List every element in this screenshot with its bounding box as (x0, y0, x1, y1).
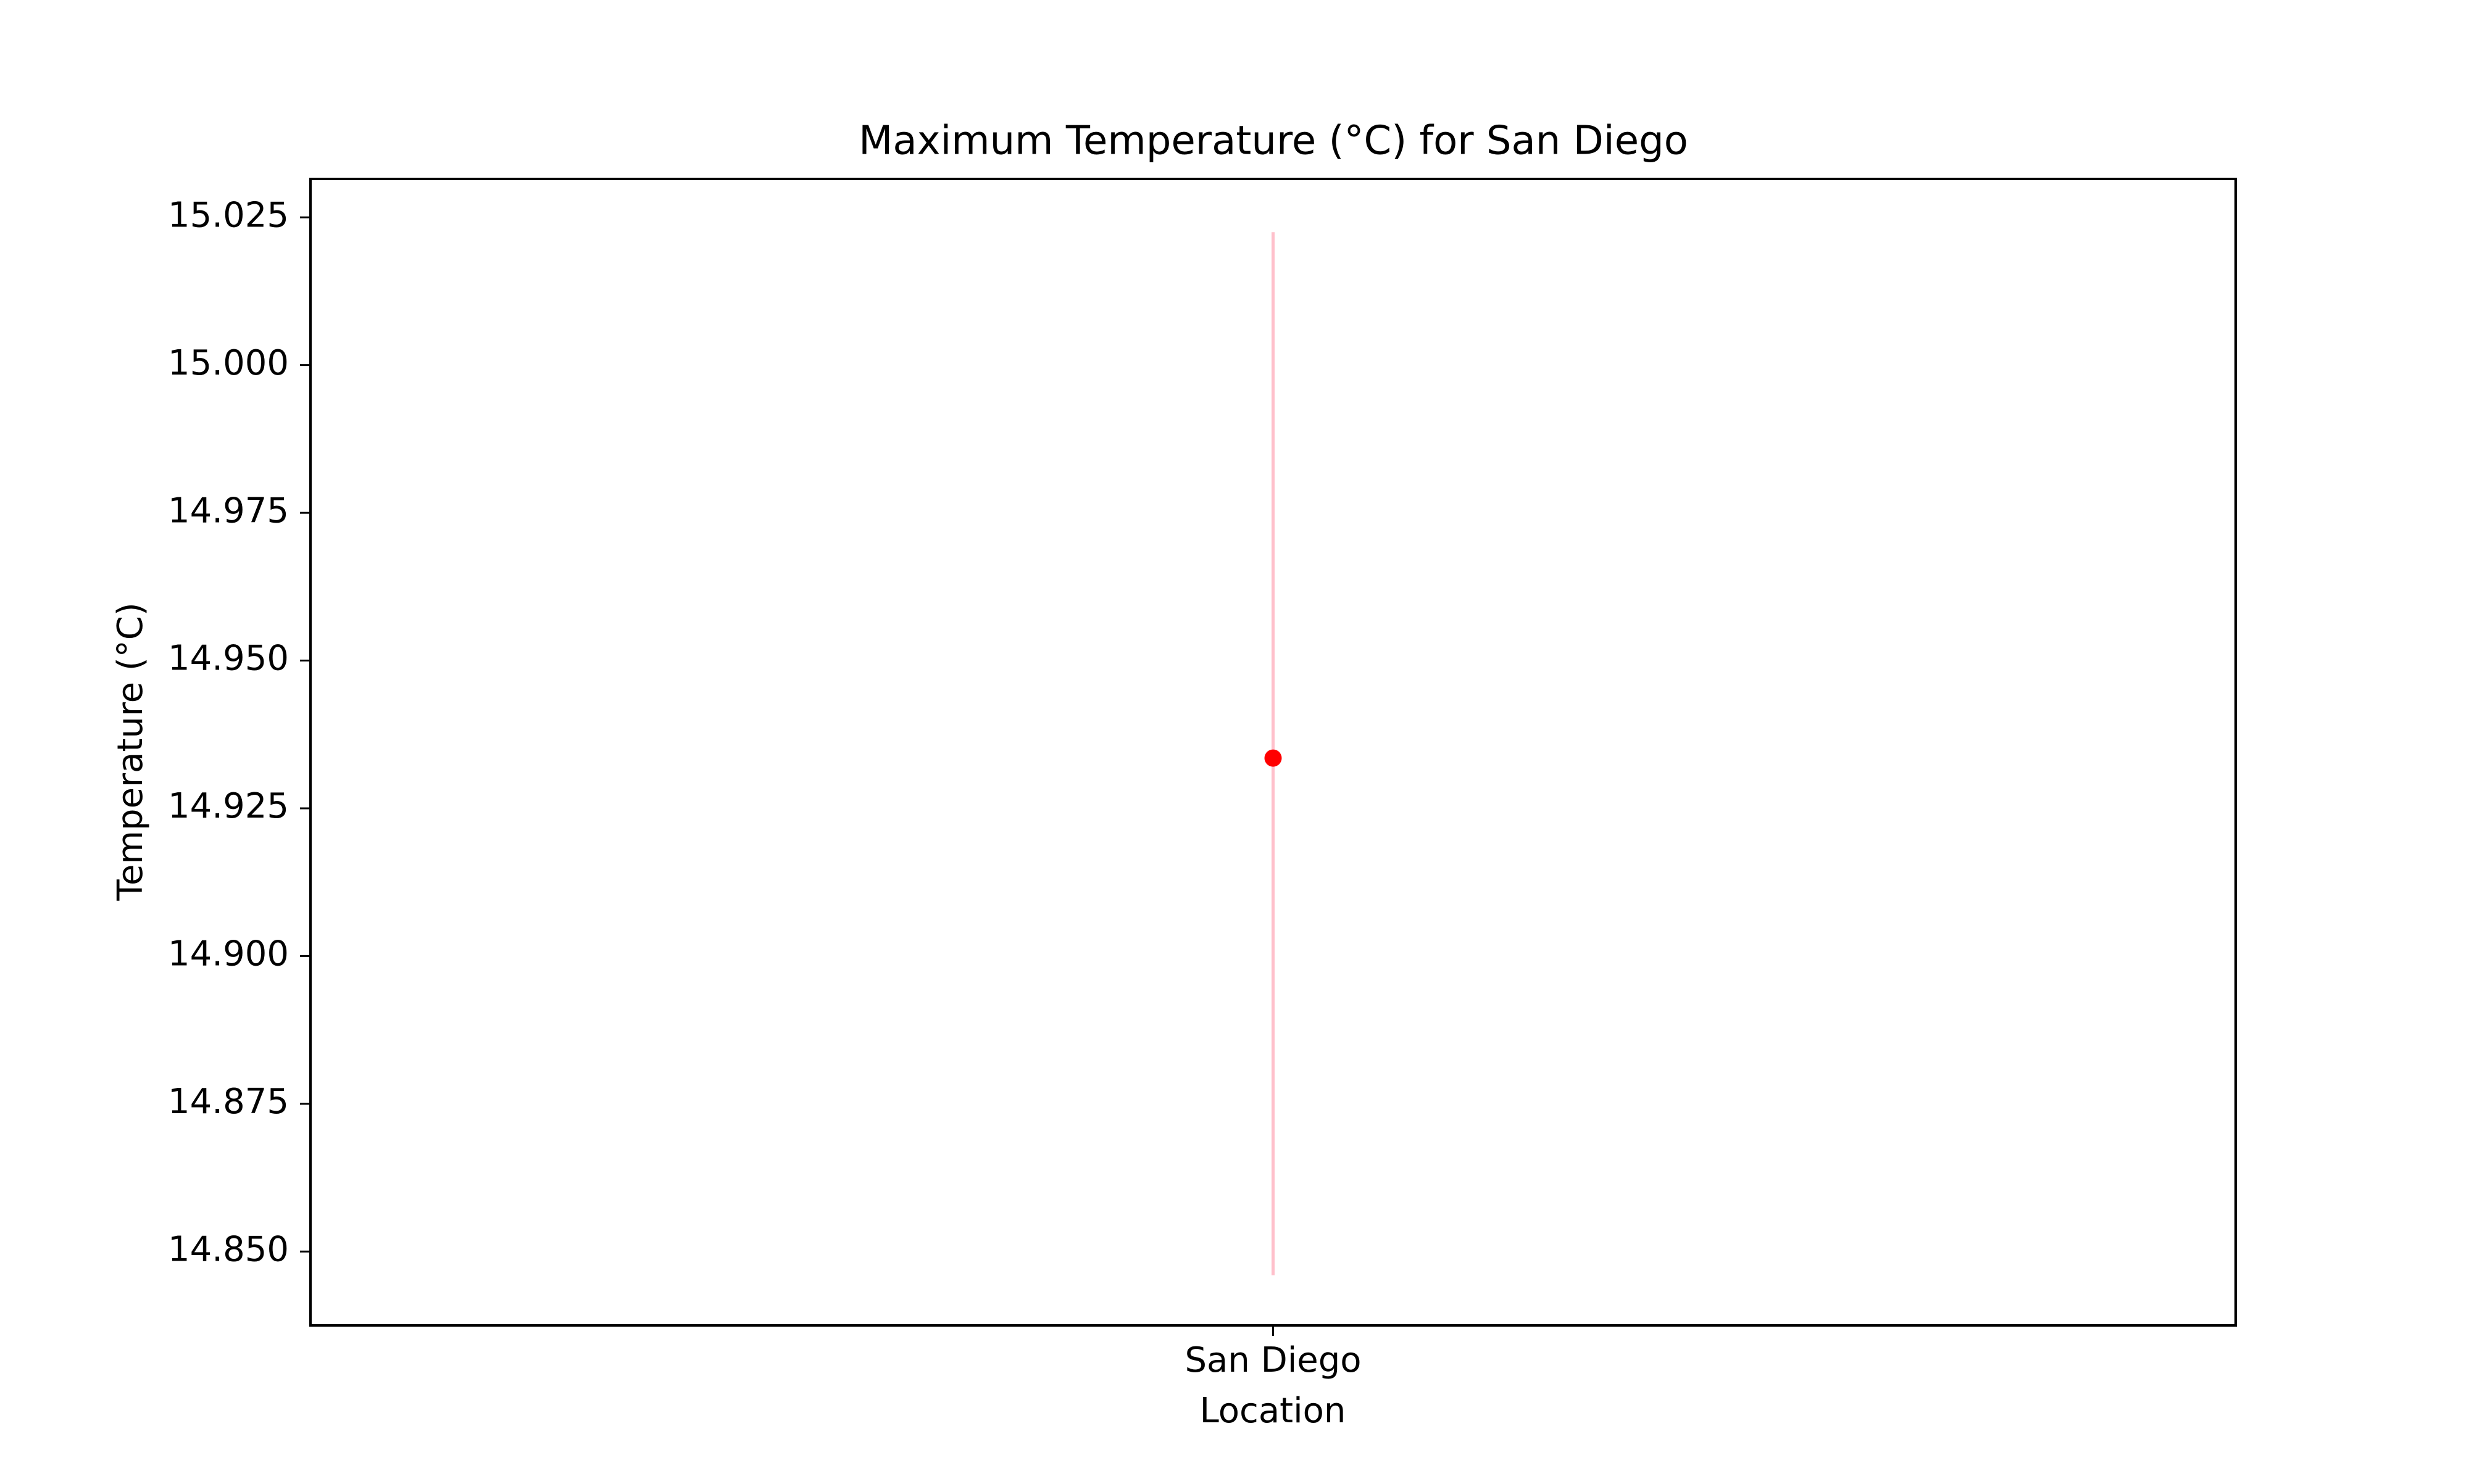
y-tick-label: 14.850 (168, 1229, 289, 1269)
data-point (1264, 749, 1282, 767)
plot-layer (1264, 232, 1282, 1275)
chart-title: Maximum Temperature (°C) for San Diego (859, 118, 1688, 164)
y-tick-label: 15.000 (168, 343, 289, 383)
y-tick-label: 14.975 (168, 491, 289, 531)
y-tick-label: 14.925 (168, 786, 289, 826)
axes-layer: 14.850 14.875 14.900 14.925 14.950 14.975 15.0… (168, 178, 2237, 1380)
y-tick-label: 14.900 (168, 934, 289, 974)
x-axis-label: Location (1200, 1391, 1346, 1431)
y-tick-label: 15.025 (168, 195, 289, 235)
x-tick-label: San Diego (1185, 1340, 1361, 1380)
y-tick-label: 14.875 (168, 1082, 289, 1122)
y-axis-label: Temperature (°C) (110, 602, 151, 901)
y-tick-label: 14.950 (168, 639, 289, 679)
